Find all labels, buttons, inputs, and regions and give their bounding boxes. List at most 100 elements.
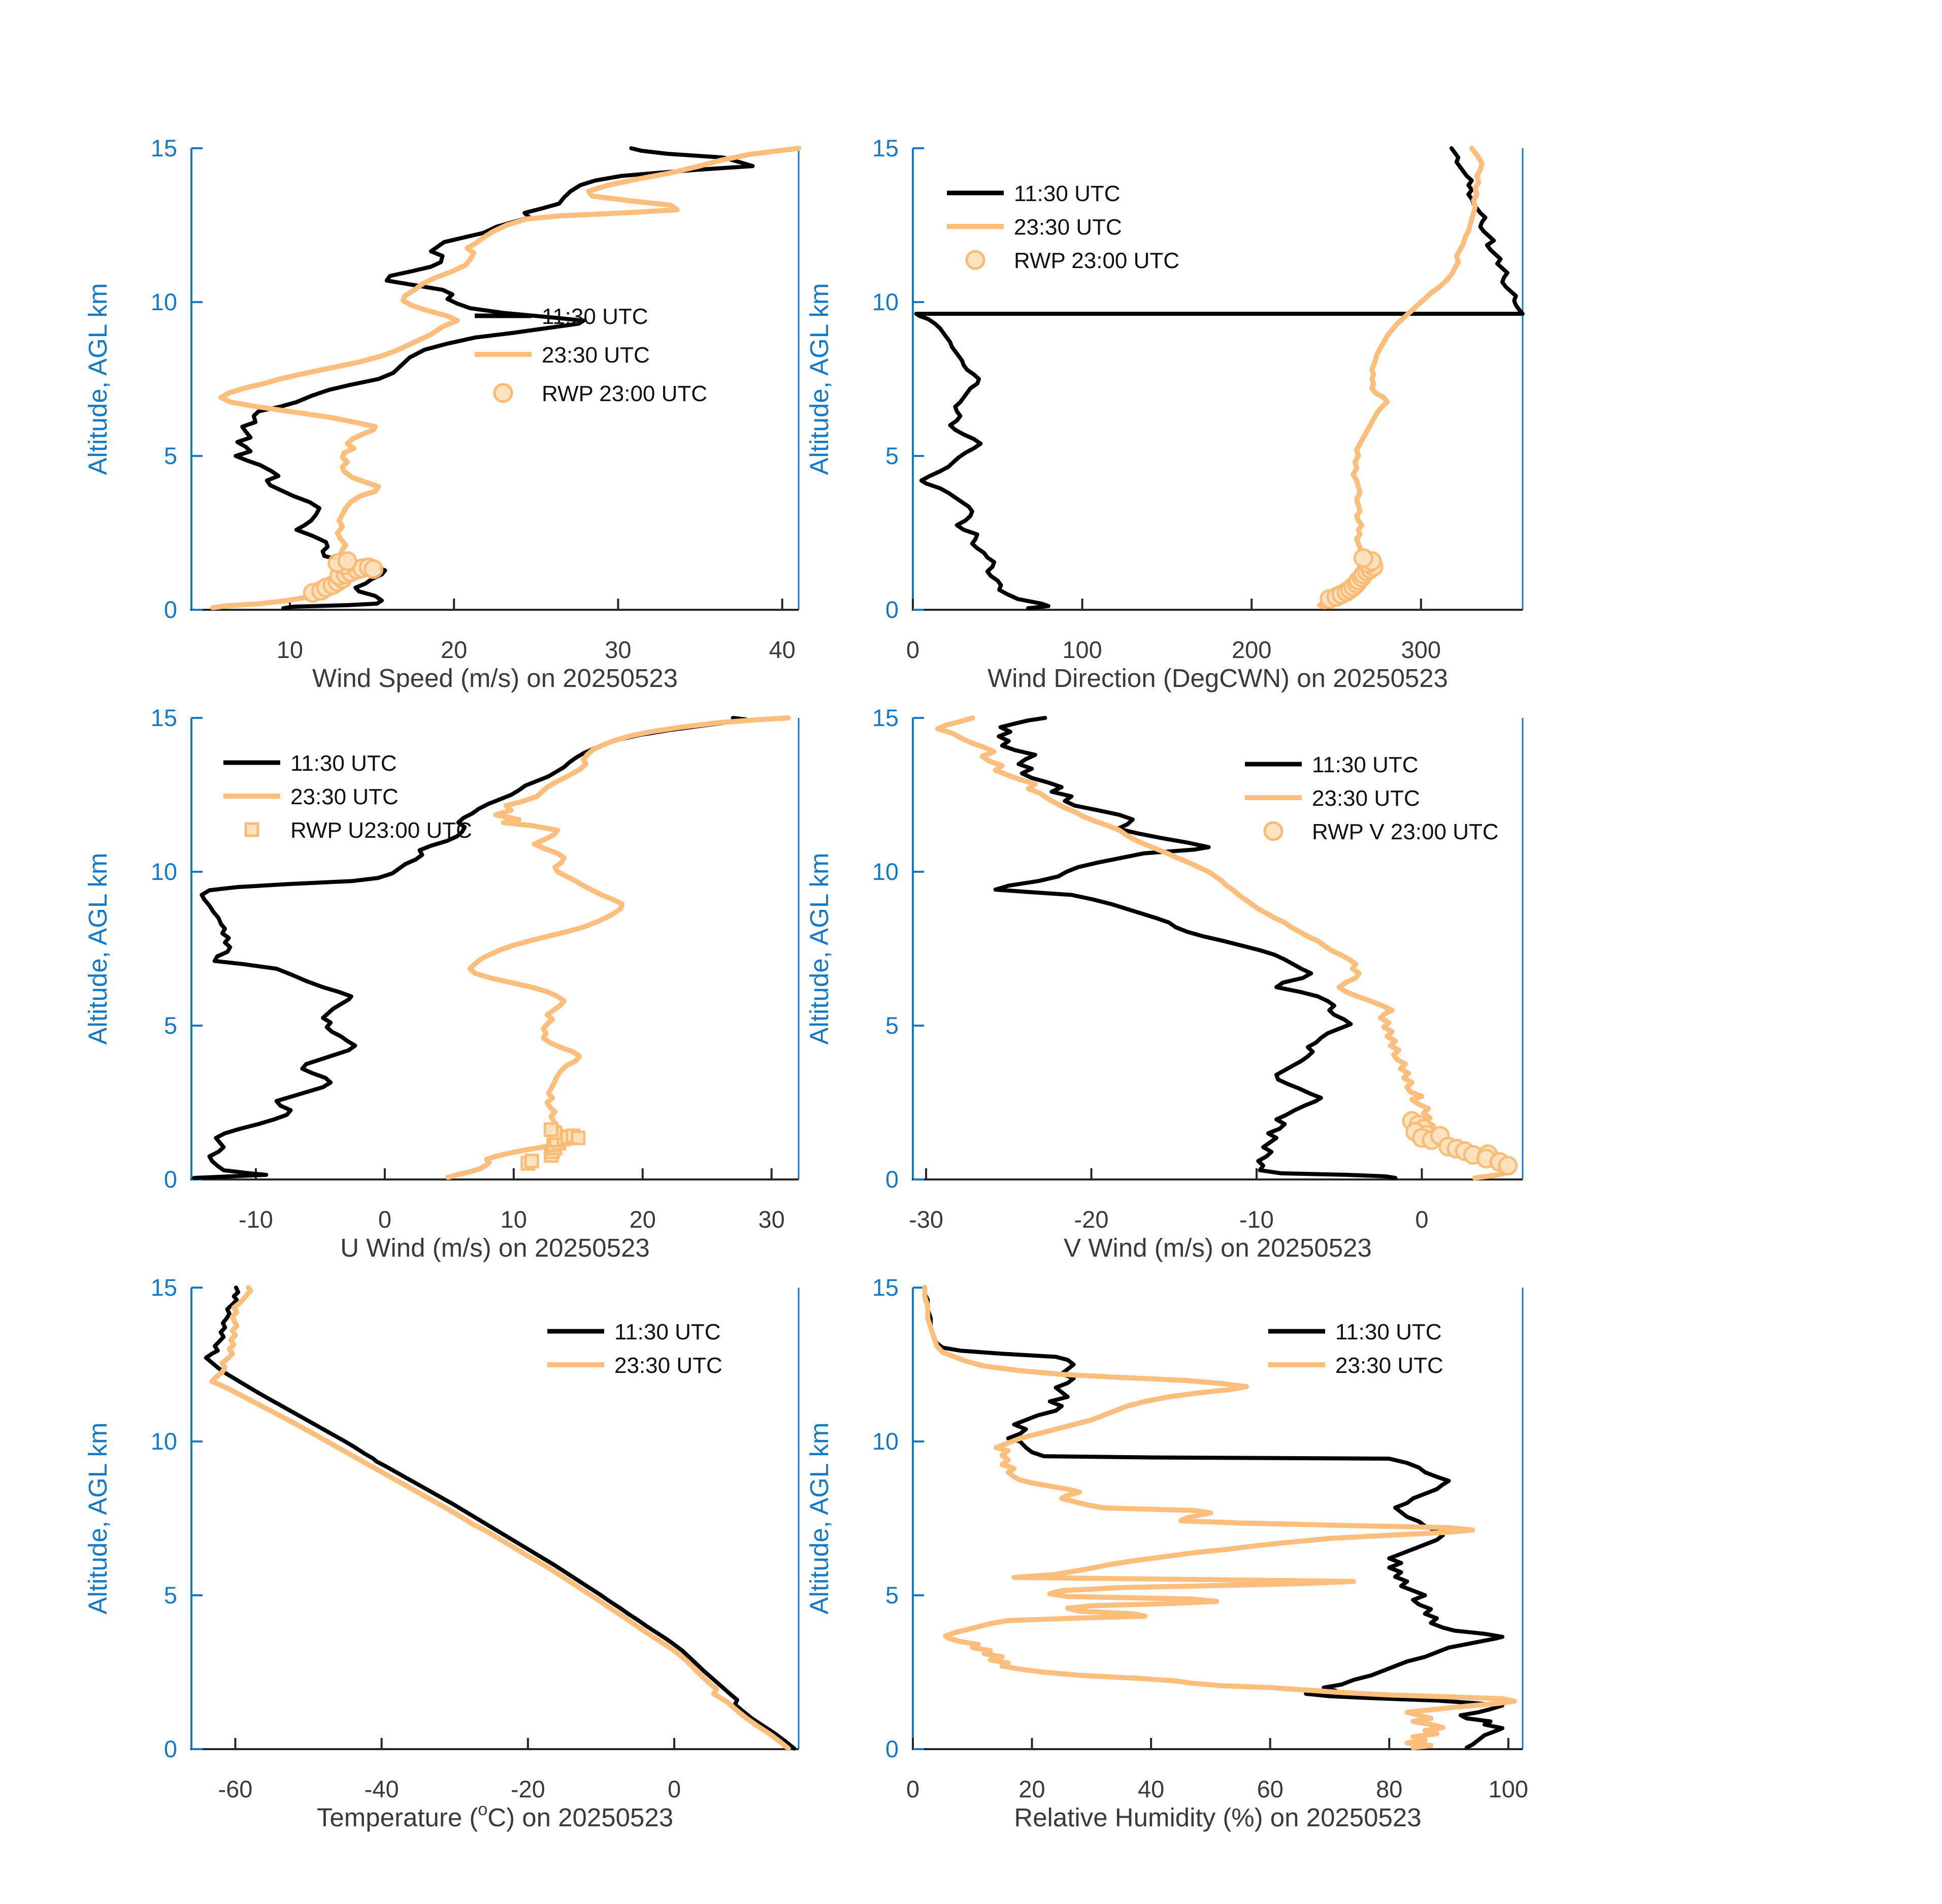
y-tick-label: 5 <box>885 1012 899 1039</box>
y-tick-label: 10 <box>872 1428 899 1455</box>
rwp-marker <box>571 1130 586 1145</box>
x-axis-label: Relative Humidity (%) on 20250523 <box>1014 1803 1421 1832</box>
x-tick-label: 0 <box>906 636 919 663</box>
x-tick-label: 0 <box>668 1776 681 1802</box>
x-tick-label: -10 <box>1239 1206 1274 1233</box>
legend-label: 11:30 UTC <box>1014 181 1121 206</box>
legend-marker-sample <box>965 250 985 270</box>
panel-v-wind: -30 -20 -10 0 0 5 10 15 V Wind (m/s) on 20250523… <box>805 704 1524 1262</box>
x-tick-label: 20 <box>441 636 467 663</box>
y-tick-label: 0 <box>885 1166 899 1193</box>
x-tick-label: 80 <box>1376 1776 1402 1802</box>
curve-1130UTC <box>914 146 1525 610</box>
y-tick-label: 10 <box>872 288 899 315</box>
curve-2330UTC <box>1316 146 1485 609</box>
x-tick-label: 40 <box>769 636 796 663</box>
y-tick-label: 0 <box>164 1735 177 1762</box>
x-tick-label: -40 <box>365 1776 399 1802</box>
legend-label: 11:30 UTC <box>542 304 648 329</box>
x-tick-label: 100 <box>1489 1776 1528 1802</box>
y-tick-label: 15 <box>872 1274 899 1301</box>
x-tick-label: 200 <box>1232 636 1271 663</box>
rwp-marker <box>1498 1156 1518 1176</box>
x-axis-label: Wind Direction (DegCWN) on 20250523 <box>988 664 1448 693</box>
legend-label: RWP U23:00 UTC <box>290 818 472 843</box>
curve-1130UTC <box>204 1286 797 1751</box>
y-tick-label: 5 <box>164 442 177 469</box>
x-tick-label: 300 <box>1401 636 1441 663</box>
legend-marker-sample <box>1263 821 1283 841</box>
rwp-marker <box>543 1122 558 1137</box>
panel-temperature: -60 -40 -20 0 0 5 10 15 Temperature (oC) on 2025… <box>83 1274 800 1832</box>
curve-2330UTC <box>209 1285 791 1751</box>
legend-label: 11:30 UTC <box>1312 752 1419 777</box>
legend-label: 23:30 UTC <box>1312 786 1420 811</box>
x-tick-label: 20 <box>1018 1776 1045 1802</box>
legend-label: 11:30 UTC <box>290 751 397 776</box>
y-axis-label: Altitude, AGL km <box>83 853 112 1045</box>
legend-label: 23:30 UTC <box>1014 215 1122 240</box>
rwp-marker <box>1353 548 1373 568</box>
x-tick-label: -20 <box>1074 1206 1109 1233</box>
legend-marker-sample <box>493 383 513 403</box>
y-tick-label: 15 <box>151 135 177 161</box>
x-tick-label: 40 <box>1138 1776 1164 1802</box>
y-tick-label: 10 <box>151 288 177 315</box>
x-tick-label: -20 <box>511 1776 545 1802</box>
x-axis-label: V Wind (m/s) on 20250523 <box>1064 1233 1372 1262</box>
y-tick-label: 5 <box>885 442 899 469</box>
y-tick-label: 5 <box>885 1582 899 1608</box>
x-tick-label: 10 <box>501 1206 527 1233</box>
y-tick-label: 0 <box>885 1735 899 1762</box>
legend-label: RWP 23:00 UTC <box>1014 248 1179 273</box>
x-tick-label: -30 <box>909 1206 943 1233</box>
y-tick-label: 0 <box>164 1166 177 1193</box>
curve-2330UTC <box>445 715 791 1180</box>
x-tick-label: 100 <box>1062 636 1102 663</box>
legend-label: RWP V 23:00 UTC <box>1312 819 1499 844</box>
y-tick-label: 0 <box>164 596 177 623</box>
y-tick-label: 5 <box>164 1582 177 1608</box>
y-axis-label: Altitude, AGL km <box>805 853 834 1045</box>
panel-wind-direction: 0 100 200 300 0 5 10 15 Wind Direction (DegCWN) … <box>805 135 1525 693</box>
x-tick-label: 0 <box>378 1206 391 1233</box>
y-axis-label: Altitude, AGL km <box>805 283 834 475</box>
curve-1130UTC <box>993 716 1398 1180</box>
y-tick-label: 15 <box>872 135 899 161</box>
panel-u-wind: -10 0 10 20 30 0 5 10 15 U Wind (m/s) on 20250523… <box>83 704 800 1262</box>
curve-2330UTC <box>935 715 1516 1180</box>
panel-relative-humidity: 0 20 40 60 80 100 0 5 10 15 Relative Humidity (%) … <box>805 1274 1528 1832</box>
x-axis-label: Wind Speed (m/s) on 20250523 <box>312 664 678 693</box>
x-tick-label: 30 <box>605 636 631 663</box>
legend-label: RWP 23:00 UTC <box>542 381 707 406</box>
y-axis-label: Altitude, AGL km <box>83 1423 112 1615</box>
legend-label: 23:30 UTC <box>290 784 399 809</box>
x-tick-label: 20 <box>630 1206 656 1233</box>
curve-1130UTC <box>192 716 748 1180</box>
x-tick-label: 0 <box>1415 1206 1428 1233</box>
x-tick-label: -10 <box>239 1206 273 1233</box>
curve-2330UTC <box>210 146 801 610</box>
y-tick-label: 5 <box>164 1012 177 1039</box>
legend-label: 11:30 UTC <box>614 1320 721 1344</box>
curve-2330UTC <box>922 1285 1517 1750</box>
x-axis-label: Temperature (oC) on 20250523 <box>317 1800 673 1832</box>
legend-marker-sample <box>244 822 259 837</box>
y-tick-label: 10 <box>872 858 899 885</box>
x-tick-label: 30 <box>759 1206 785 1233</box>
rwp-marker <box>524 1154 539 1169</box>
legend-label: 23:30 UTC <box>614 1353 722 1378</box>
y-tick-label: 10 <box>151 858 177 885</box>
y-tick-label: 15 <box>151 704 177 731</box>
rwp-marker <box>337 551 357 571</box>
y-tick-label: 0 <box>885 596 899 623</box>
rwp-marker <box>364 559 384 579</box>
x-tick-label: 10 <box>277 636 303 663</box>
legend-label: 11:30 UTC <box>1335 1320 1442 1344</box>
panel-wind-speed: 10 20 30 40 0 5 10 15 Wind Speed (m/s) on 202505… <box>83 135 801 693</box>
legend-label: 23:30 UTC <box>542 343 650 368</box>
y-axis-label: Altitude, AGL km <box>83 283 112 475</box>
y-tick-label: 15 <box>872 704 899 731</box>
